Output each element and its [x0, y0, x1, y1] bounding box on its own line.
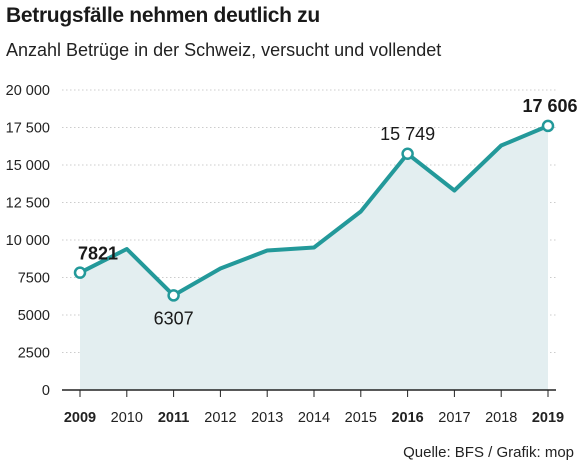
y-tick-label: 17 500 [6, 121, 50, 137]
y-tick-label: 10 000 [6, 233, 50, 249]
chart-title: Betrugsfälle nehmen deutlich zu [6, 4, 320, 27]
x-tick-label: 2015 [345, 410, 377, 426]
data-label: 7821 [78, 244, 118, 264]
chart-subtitle: Anzahl Betrüge in der Schweiz, versucht … [6, 40, 442, 60]
x-tick-label: 2017 [438, 410, 470, 426]
x-tick-label: 2016 [391, 410, 423, 426]
y-tick-label: 0 [42, 383, 50, 399]
y-tick-label: 7500 [18, 271, 50, 287]
y-tick-label: 5000 [18, 308, 50, 324]
x-tick-label: 2011 [158, 410, 189, 426]
x-tick-label: 2012 [204, 410, 236, 426]
data-label: 6307 [154, 308, 194, 328]
data-point-marker [401, 147, 414, 161]
series-line [78, 123, 550, 298]
y-tick-label: 20 000 [6, 83, 50, 99]
data-point-marker [541, 119, 555, 133]
x-tick-label: 2014 [298, 410, 330, 426]
y-tick-label: 12 500 [6, 196, 50, 212]
x-tick-label: 2009 [64, 410, 96, 426]
source-note: Quelle: BFS / Grafik: mop [403, 444, 574, 461]
data-point-marker [167, 289, 180, 302]
x-tick-label: 2018 [485, 410, 517, 426]
area-fill [80, 125, 548, 390]
x-tick-label: 2013 [251, 410, 283, 426]
x-tick-label: 2019 [532, 410, 564, 426]
data-label: 17 606 [522, 96, 577, 116]
data-point-marker [73, 266, 87, 279]
y-tick-label: 15 000 [6, 158, 50, 174]
y-tick-label: 2500 [18, 346, 50, 362]
data-label: 15 749 [380, 124, 435, 144]
x-tick-label: 2010 [111, 410, 143, 426]
